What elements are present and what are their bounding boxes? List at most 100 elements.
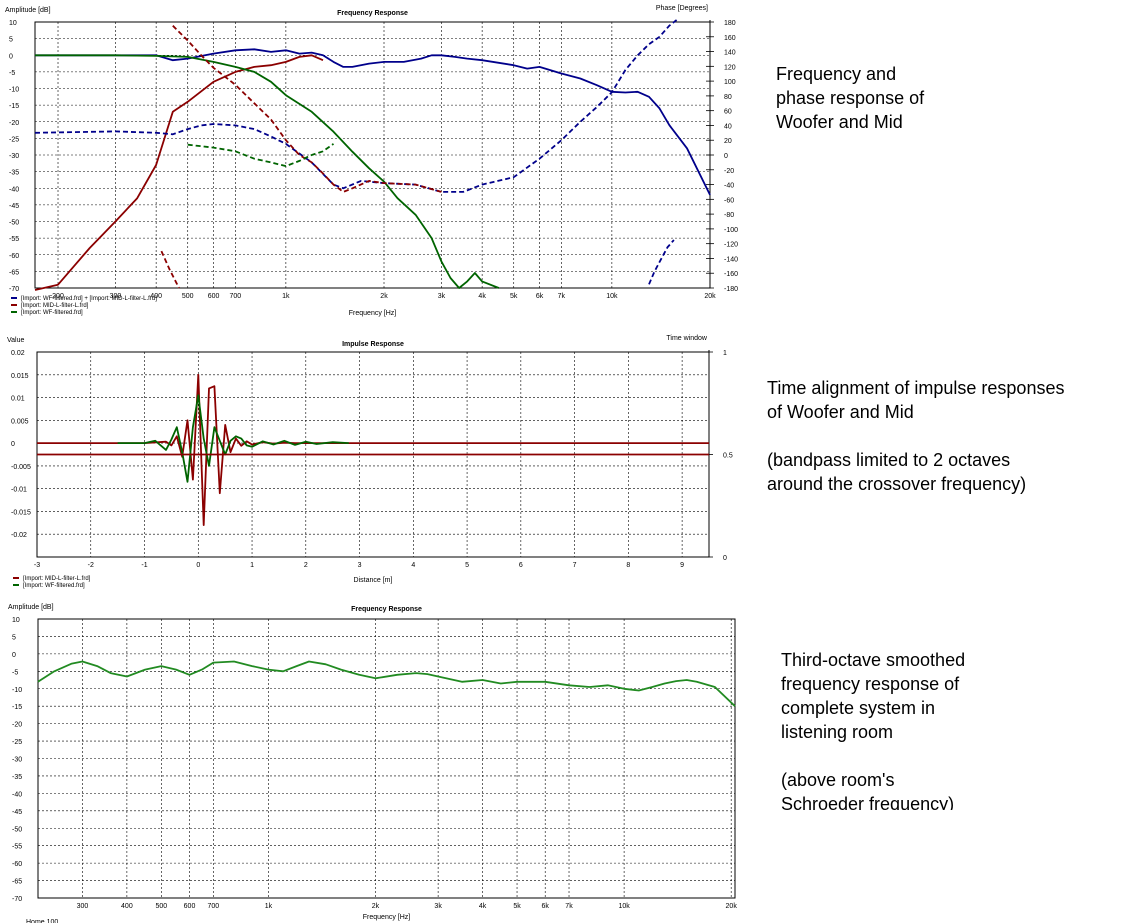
impulse-xlabel: Distance [m] <box>354 577 393 584</box>
fr1-y2tick-label: 80 <box>724 94 732 101</box>
fr1-y2tick-label: 100 <box>724 79 736 86</box>
fr1-y2tick-label: -60 <box>724 197 734 204</box>
fr1-xtick-label: 5k <box>510 293 518 300</box>
fr2-xtick-label: 20k <box>726 903 738 910</box>
fr1-xtick-label: 10k <box>606 293 618 300</box>
fr1-xtick-label: 500 <box>182 293 194 300</box>
fr2-xtick-label: 5k <box>513 903 521 910</box>
impulse-ytick-label: 0.02 <box>11 350 25 357</box>
impulse-y2tick-label: 1 <box>723 350 727 357</box>
fr2-xtick-label: 300 <box>77 903 89 910</box>
fr2-ytick-label: -5 <box>12 669 18 676</box>
fr2-xtick-label: 700 <box>207 903 219 910</box>
impulse-xtick-label: 1 <box>250 562 254 569</box>
fr1-legend-entry: [Import: WF-filtered.frd] + [Import: MID… <box>21 296 157 302</box>
fr2-bottom-label: Home 100 <box>26 919 58 923</box>
fr1-ytick-label: -60 <box>9 253 19 260</box>
fr2-ytick-label: -35 <box>12 774 22 781</box>
fr2-series-0 <box>37 660 736 707</box>
fr1-y2tick-label: 180 <box>724 20 736 27</box>
fr1-y2tick-label: 60 <box>724 109 732 116</box>
fr1-ytick-label: -35 <box>9 170 19 177</box>
fr1-y2tick-label: 20 <box>724 138 732 145</box>
fr2-xtick-label: 600 <box>184 903 196 910</box>
fr1-y2tick-label: -180 <box>724 286 738 293</box>
impulse-ytick-label: 0.015 <box>11 373 29 380</box>
fr1-ytick-label: 5 <box>9 37 13 44</box>
fr2-ytick-label: -55 <box>12 844 22 851</box>
fr1-legend-entry: [Import: WF-filtered.frd] <box>21 310 83 316</box>
impulse-xtick-label: 6 <box>519 562 523 569</box>
fr1-xtick-label: 2k <box>380 293 388 300</box>
fr1-series-2 <box>35 54 500 289</box>
fr1-xtick-label: 400 <box>150 293 162 300</box>
caption-system-response: Third-octave smoothed frequency response… <box>781 650 966 810</box>
fr2-xlabel: Frequency [Hz] <box>363 914 411 921</box>
fr2-xtick-label: 4k <box>479 903 487 910</box>
impulse-ytick-label: -0.01 <box>11 487 27 494</box>
fr1-y2tick-label: -80 <box>724 212 734 219</box>
fr2-xtick-label: 1k <box>265 903 273 910</box>
fr2-xtick-label: 7k <box>565 903 573 910</box>
fr1-y2tick-label: -40 <box>724 183 734 190</box>
fr2-ytick-label: 5 <box>12 634 16 641</box>
impulse-ytick-label: 0.005 <box>11 418 29 425</box>
impulse-xtick-label: -2 <box>88 562 94 569</box>
fr2-ytick-label: -30 <box>12 757 22 764</box>
fr1-xtick-label: 200 <box>52 293 64 300</box>
fr2-ylabel: Amplitude [dB] <box>8 604 54 611</box>
fr1-ytick-label: 0 <box>9 53 13 60</box>
impulse-title: Impulse Response <box>342 341 404 348</box>
impulse-xtick-label: 0 <box>196 562 200 569</box>
fr1-y2tick-label: -140 <box>724 256 738 263</box>
impulse-legend-entry: [Import: MID-L-filter-L.frd] <box>23 576 91 582</box>
fr1-y2tick-label: 120 <box>724 64 736 71</box>
fr1-y2tick-label: 140 <box>724 50 736 57</box>
fr1-ytick-label: -70 <box>9 286 19 293</box>
impulse-ytick-label: -0.02 <box>11 532 27 539</box>
fr2-xtick-label: 10k <box>618 903 630 910</box>
fr2-ytick-label: -65 <box>12 879 22 886</box>
fr1-series-0 <box>35 48 711 196</box>
fr1-xtick-label: 4k <box>478 293 486 300</box>
fr1-ytick-label: 10 <box>9 20 17 27</box>
fr1-ytick-label: -30 <box>9 153 19 160</box>
fr1-xtick-label: 600 <box>208 293 220 300</box>
fr2-ytick-label: -40 <box>12 791 22 798</box>
fr1-title: Frequency Response <box>337 10 408 17</box>
fr1-y2tick-label: -120 <box>724 242 738 249</box>
fr1-series-1 <box>34 54 324 291</box>
fr2-ytick-label: -20 <box>12 722 22 729</box>
fr1-ylabel: Amplitude [dB] <box>5 7 51 14</box>
caption-frequency-phase: Frequency and phase response of Woofer a… <box>776 64 925 132</box>
fr1-y2tick-label: -20 <box>724 168 734 175</box>
fr1-ytick-label: -65 <box>9 269 19 276</box>
fr2-ytick-label: -70 <box>12 896 22 903</box>
fr1-ytick-label: -5 <box>9 70 15 77</box>
fr2-xtick-label: 2k <box>372 903 380 910</box>
caption-impulse-alignment: Time alignment of impulse responses of W… <box>767 378 1065 494</box>
impulse-ylabel: Value <box>7 337 24 344</box>
fr2-title: Frequency Response <box>351 606 422 613</box>
fr1-xtick-label: 20k <box>704 293 716 300</box>
fr1-y2tick-label: 40 <box>724 123 732 130</box>
impulse-xtick-label: 4 <box>411 562 415 569</box>
fr1-y2tick-label: -100 <box>724 227 738 234</box>
fr1-ytick-label: -45 <box>9 203 19 210</box>
impulse-xtick-label: -3 <box>34 562 40 569</box>
fr2-xtick-label: 500 <box>156 903 168 910</box>
fr1-y2label: Phase [Degrees] <box>656 5 708 12</box>
fr2-xtick-label: 3k <box>434 903 442 910</box>
fr1-y2tick-label: 0 <box>724 153 728 160</box>
fr1-xtick-label: 1k <box>282 293 290 300</box>
fr2-ytick-label: 0 <box>12 652 16 659</box>
fr1-xtick-label: 3k <box>438 293 446 300</box>
fr1-ytick-label: -10 <box>9 87 19 94</box>
fr1-xtick-label: 300 <box>110 293 122 300</box>
fr2-xtick-label: 6k <box>541 903 549 910</box>
fr1-ytick-label: -20 <box>9 120 19 127</box>
impulse-xtick-label: 2 <box>304 562 308 569</box>
impulse-y2tick-label: 0 <box>723 555 727 562</box>
fr1-ytick-label: -15 <box>9 103 19 110</box>
